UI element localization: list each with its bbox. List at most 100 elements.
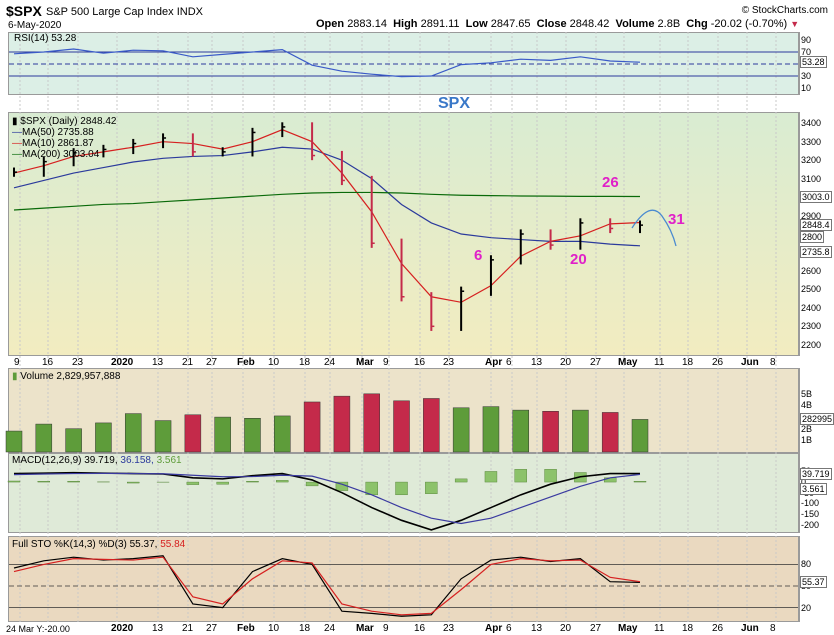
x-tick-14: 23 (443, 357, 455, 368)
x-tick-1: 16 (42, 357, 54, 368)
volume-axis-tick-1: 4B (801, 400, 813, 411)
x-tick-24: Jun (741, 357, 759, 368)
x-tick-18: 20 (560, 357, 572, 368)
x-bottom-tick-15: 20 (560, 623, 572, 634)
x-bottom-tick-12: Apr (485, 623, 503, 634)
legend-price: ▮ $SPX (Daily) 2848.42 (12, 116, 117, 127)
volume-bar (35, 423, 53, 453)
volume-bar (423, 398, 440, 453)
price-axis-tick-5: 2900 (801, 210, 822, 221)
price-axis-tick-8: 2600 (801, 265, 822, 276)
rsi-legend: RSI(14) 53.28 (14, 33, 77, 44)
macd-histogram-bar (454, 478, 468, 483)
rsi-axis-tick-3: 30 (801, 71, 812, 81)
macd-histogram-bar (216, 481, 229, 485)
x-bottom-tick-2: 21 (182, 623, 194, 634)
price-ma200-line (13, 191, 641, 211)
x-bottom-tick-3: 27 (206, 623, 218, 634)
x-bottom-tick-5: 10 (268, 623, 280, 634)
macd-histogram-bar (425, 481, 438, 494)
volume-bar (214, 416, 231, 453)
volume-bar (631, 419, 649, 453)
x-tick-6: 27 (206, 357, 218, 368)
projection-curve (631, 209, 677, 247)
macd-signal-line (13, 472, 641, 525)
x-bottom-tick-0: 2020 (111, 623, 134, 634)
x-bottom-tick-20: 26 (712, 623, 724, 634)
price-axis-tick-10: 2400 (801, 302, 822, 313)
ma200-value-bubble: 3003.0 (800, 190, 832, 203)
volume-axis-tick-3: 2B (801, 423, 813, 434)
price-axis-tick-11: 2300 (801, 321, 822, 332)
volume-bar (363, 393, 380, 453)
x-tick-19: 27 (590, 357, 602, 368)
volume-bar (5, 430, 23, 453)
x-bottom-tick-1: 13 (152, 623, 164, 634)
date-label: 6-May-2020 (8, 20, 62, 31)
price-axis-tick-1: 3300 (801, 136, 822, 147)
x-bottom-tick-6: 18 (299, 623, 311, 634)
ohlc-readout: Open 2883.14 High 2891.11 Low 2847.65 Cl… (316, 18, 800, 30)
x-bottom-tick-13: 6 (506, 623, 512, 634)
macd-histogram-bar (37, 481, 51, 483)
volume-bar (124, 413, 142, 453)
volume-bar (65, 428, 82, 453)
rsi-value-bubble: 53.28 (800, 56, 827, 69)
annotation-31: 31 (668, 211, 685, 228)
volume-bar (184, 414, 202, 453)
price-axis-tick-12: 2200 (801, 339, 822, 350)
x-bottom-tick-10: 16 (414, 623, 426, 634)
macd-histogram-bar (276, 480, 289, 483)
x-tick-16: 6 (506, 357, 512, 368)
copyright-link[interactable]: © StockCharts.com (741, 5, 828, 16)
volume-bar (274, 415, 291, 453)
x-tick-8: 10 (268, 357, 280, 368)
x-tick-15: Apr (485, 357, 503, 368)
rsi-axis-tick-1: 70 (801, 47, 812, 57)
macd-value-bubble: 39.719 (800, 467, 832, 480)
x-tick-22: 18 (682, 357, 694, 368)
price-panel[interactable] (8, 112, 799, 356)
chart-header: $SPX S&P 500 Large Cap Index INDX 6-May-… (0, 0, 834, 32)
x-bottom-tick-14: 13 (531, 623, 543, 634)
x-tick-13: 16 (414, 357, 426, 368)
x-bottom-tick-19: 18 (682, 623, 694, 634)
sto-legend: Full STO %K(14,3) %D(3) 55.37, 55.84 (12, 539, 186, 550)
macd-axis-tick-3: -100 (801, 498, 820, 509)
macd-axis-tick-5: -200 (801, 519, 820, 530)
volume-bar (572, 409, 589, 453)
annotation-26: 26 (602, 174, 619, 191)
volume-axis (799, 368, 834, 453)
volume-bar (601, 412, 619, 453)
price-axis-tick-0: 3400 (801, 118, 822, 129)
x-tick-25: 8 (770, 357, 776, 368)
volume-bar (393, 400, 410, 453)
x-bottom-tick-7: 24 (324, 623, 336, 634)
x-tick-20: May (618, 357, 638, 368)
x-tick-23: 26 (712, 357, 724, 368)
volume-bar (452, 407, 470, 453)
price-2800-bubble: 2800 (800, 231, 825, 243)
legend-ma50: —MA(50) 2735.88 (12, 127, 94, 138)
macd-histogram-bar (633, 481, 647, 483)
x-tick-12: 9 (383, 357, 389, 368)
price-axis-tick-3: 3100 (801, 173, 822, 184)
volume-axis-tick-4: 1B (801, 435, 813, 446)
volume-bar (482, 406, 500, 453)
volume-bar (244, 418, 261, 453)
price-legend: ▮ $SPX (Daily) 2848.42 —MA(50) 2735.88 —… (12, 116, 116, 160)
x-tick-2: 23 (72, 357, 84, 368)
sto-d-line (13, 556, 641, 616)
macd-histogram-bar (186, 481, 200, 485)
volume-bar (303, 401, 321, 453)
x-bottom-tick-21: Jun (741, 623, 759, 634)
macd-histogram-bar (7, 480, 21, 483)
spx-annotation: SPX (438, 95, 471, 112)
index-name: S&P 500 Large Cap Index INDX (46, 6, 203, 18)
macd-histogram-bar (514, 469, 527, 483)
macd-histogram-bar (67, 481, 80, 483)
volume-axis-tick-0: 5B (801, 388, 813, 399)
macd-axis-tick-4: -150 (801, 508, 820, 519)
x-tick-9: 18 (299, 357, 311, 368)
